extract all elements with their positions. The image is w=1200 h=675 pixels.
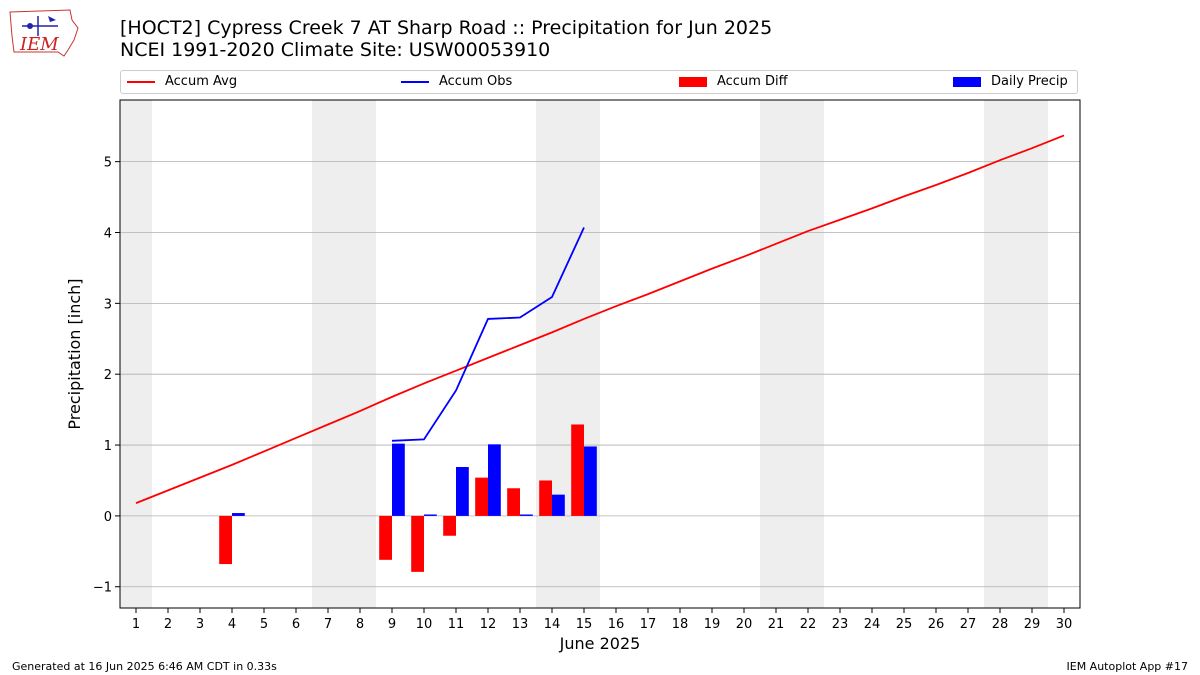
legend-item-accum-obs: Accum Obs [401,74,512,89]
x-tick-label: 10 [416,617,433,632]
bar-daily-precip [424,514,437,516]
y-tick-label: 3 [104,297,112,312]
x-tick-label: 6 [292,617,300,632]
x-tick-label: 25 [896,617,913,632]
x-tick-label: 20 [736,617,753,632]
weekend-band-2 [536,100,600,608]
legend: Accum Avg Accum Obs Accum Diff Daily Pre… [120,70,1078,94]
x-tick-label: 17 [640,617,657,632]
x-tick-label: 23 [832,617,849,632]
logo-text: IEM [20,34,59,55]
legend-label-accum-avg: Accum Avg [165,74,238,89]
footer-generated: Generated at 16 Jun 2025 6:46 AM CDT in … [12,660,277,673]
x-tick-label: 27 [960,617,977,632]
x-tick-label: 15 [576,617,593,632]
y-tick-label: 0 [104,510,112,525]
bar-daily-precip [488,444,501,516]
x-tick-label: 8 [356,617,364,632]
x-tick-label: 16 [608,617,625,632]
bar-accum-diff [411,515,424,572]
x-tick-label: 22 [800,617,817,632]
legend-item-accum-avg: Accum Avg [127,74,237,89]
legend-swatch-accum-diff [679,76,707,87]
bar-accum-diff [219,515,232,565]
bar-daily-precip [552,494,565,516]
chart-subtitle: NCEI 1991-2020 Climate Site: USW00053910 [120,39,551,61]
x-tick-label: 26 [928,617,945,632]
y-tick-label: 5 [104,156,112,171]
bar-accum-diff [539,480,552,516]
x-tick-label: 14 [544,617,561,632]
x-tick-label: 19 [704,617,721,632]
x-tick-label: 11 [448,617,465,632]
line-accum-obs [391,227,585,442]
weekend-band-1 [312,100,376,608]
x-tick-label: 9 [388,617,396,632]
weekend-band-4 [984,100,1048,608]
footer-app: IEM Autoplot App #17 [1066,660,1189,673]
iem-logo-icon [8,6,80,62]
y-tick-label: 4 [104,226,112,241]
plot-frame [119,99,1081,609]
bar-accum-diff [443,515,456,536]
legend-swatch-daily-precip [953,76,981,87]
x-tick-label: 13 [512,617,529,632]
bar-accum-diff [379,515,392,560]
y-tick-label: −1 [93,581,112,596]
x-tick-label: 4 [228,617,236,632]
x-tick-label: 28 [992,617,1009,632]
legend-label-accum-obs: Accum Obs [439,74,513,89]
x-tick-label: 1 [132,617,140,632]
weekend-band-0 [120,100,152,608]
y-tick-label: 2 [104,368,112,383]
bar-accum-diff [475,477,488,516]
x-tick-label: 21 [768,617,785,632]
chart-title: [HOCT2] Cypress Creek 7 AT Sharp Road ::… [120,17,773,39]
legend-label-daily-precip: Daily Precip [991,74,1068,89]
legend-label-accum-diff: Accum Diff [717,74,788,89]
x-tick-label: 3 [196,617,204,632]
y-axis-label: Precipitation [inch] [65,278,84,429]
line-accum-avg [135,134,1065,504]
x-axis-label: June 2025 [559,634,641,653]
legend-swatch-accum-obs [401,80,429,83]
x-tick-label: 5 [260,617,268,632]
bar-daily-precip [520,514,533,516]
x-tick-label: 12 [480,617,497,632]
x-tick-label: 7 [324,617,332,632]
legend-item-accum-diff: Accum Diff [679,74,788,89]
bar-daily-precip [584,446,597,516]
legend-item-daily-precip: Daily Precip [953,74,1068,89]
legend-swatch-accum-avg [127,80,155,83]
x-tick-label: 29 [1024,617,1041,632]
bar-daily-precip [392,443,405,516]
x-tick-label: 24 [864,617,881,632]
bar-daily-precip [232,513,245,516]
x-tick-label: 30 [1056,617,1073,632]
weekend-band-3 [760,100,824,608]
bar-accum-diff [571,424,584,516]
x-tick-label: 2 [164,617,172,632]
bar-daily-precip [456,467,469,516]
x-tick-label: 18 [672,617,689,632]
y-tick-label: 1 [104,439,112,454]
bar-accum-diff [507,488,520,516]
